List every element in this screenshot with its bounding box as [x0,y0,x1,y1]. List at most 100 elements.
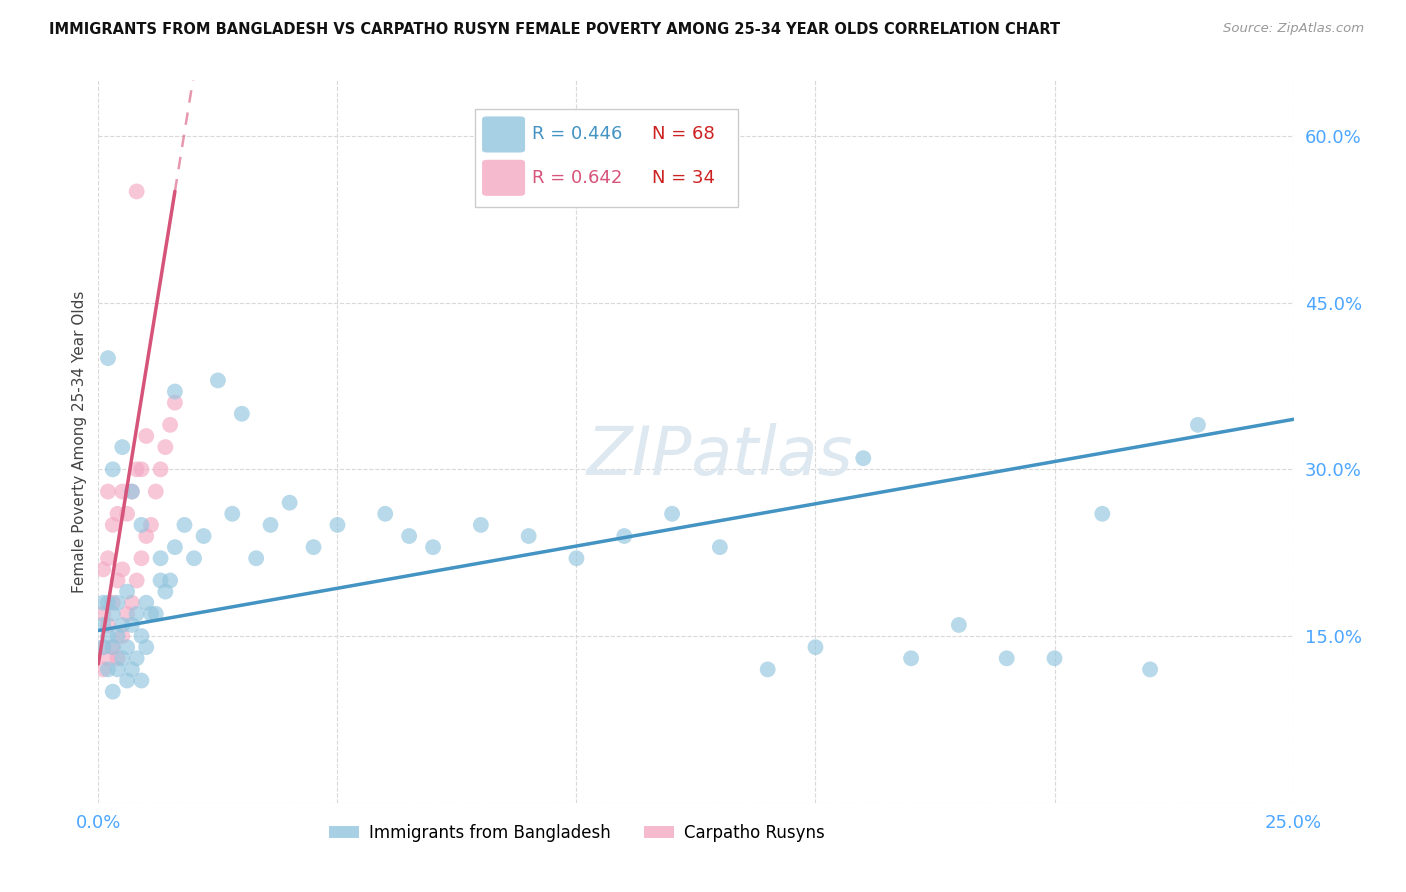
Point [121,618,143,632]
Point [91,596,114,610]
Point [145,484,167,499]
Point [125,574,148,588]
Point [111,629,134,643]
Point [107,651,129,665]
Y-axis label: Female Poverty Among 25-34 Year Olds: Female Poverty Among 25-34 Year Olds [72,291,87,592]
Point [131,517,153,532]
Point [101,640,124,655]
Text: IMMIGRANTS FROM BANGLADESH VS CARPATHO RUSYN FEMALE POVERTY AMONG 25-34 YEAR OLD: IMMIGRANTS FROM BANGLADESH VS CARPATHO R… [49,22,1060,37]
Point [155,584,177,599]
Point [139,517,162,532]
Point [97,551,120,566]
Point [259,517,281,532]
Point [131,673,153,688]
Point [709,540,731,554]
Point [302,540,325,554]
Point [115,507,138,521]
Point [91,562,114,576]
Point [115,607,138,621]
Point [107,507,129,521]
Point [135,596,157,610]
Text: ZIPatlas: ZIPatlas [586,423,853,489]
Point [245,551,267,566]
Point [121,662,143,676]
Point [97,596,120,610]
Point [125,185,148,199]
Point [97,618,120,632]
Point [101,607,124,621]
Point [91,640,114,655]
Point [107,574,129,588]
Point [183,551,205,566]
Point [115,640,138,655]
Point [159,574,181,588]
Point [107,629,129,643]
Point [995,651,1018,665]
Point [107,596,129,610]
Point [231,407,253,421]
Text: Source: ZipAtlas.com: Source: ZipAtlas.com [1223,22,1364,36]
Point [221,507,243,521]
Point [422,540,444,554]
Point [111,562,134,576]
Point [131,629,153,643]
Point [101,596,124,610]
Point [326,517,349,532]
FancyBboxPatch shape [482,160,524,196]
Point [159,417,181,432]
Point [145,607,167,621]
Point [125,607,148,621]
Point [135,529,157,543]
Point [97,629,120,643]
Point [163,395,186,409]
Point [661,507,683,521]
Point [111,440,134,454]
Point [125,651,148,665]
Point [135,429,157,443]
Point [135,640,157,655]
Point [398,529,420,543]
Point [565,551,588,566]
Point [374,507,396,521]
Point [101,517,124,532]
Point [1043,651,1066,665]
Point [91,640,114,655]
Point [900,651,922,665]
Point [163,540,186,554]
Point [101,684,124,698]
Point [149,462,172,476]
Point [97,651,120,665]
Text: R = 0.642: R = 0.642 [533,169,623,186]
Legend: Immigrants from Bangladesh, Carpatho Rusyns: Immigrants from Bangladesh, Carpatho Rus… [322,817,831,848]
Point [193,529,215,543]
Point [111,618,134,632]
Point [139,607,162,621]
Point [131,551,153,566]
Point [115,584,138,599]
FancyBboxPatch shape [482,117,524,153]
Point [155,440,177,454]
Point [121,484,143,499]
Point [613,529,636,543]
Point [121,484,143,499]
Point [111,484,134,499]
Point [756,662,779,676]
Point [107,662,129,676]
Point [149,551,172,566]
Point [1187,417,1209,432]
Point [1139,662,1161,676]
Point [97,484,120,499]
Point [278,496,301,510]
Point [1091,507,1114,521]
Point [111,651,134,665]
FancyBboxPatch shape [475,109,738,207]
Point [91,618,114,632]
Point [97,662,120,676]
Text: N = 34: N = 34 [652,169,714,186]
Point [125,462,148,476]
Text: N = 68: N = 68 [652,126,714,144]
Point [149,574,172,588]
Point [91,662,114,676]
Point [470,517,492,532]
Point [97,351,120,366]
